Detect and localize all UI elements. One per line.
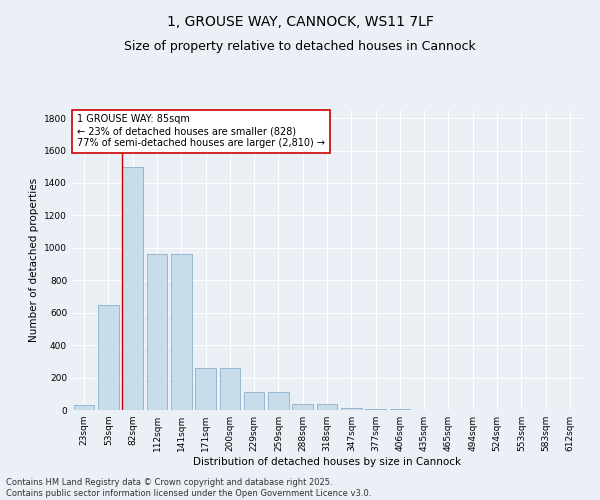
- Text: 1 GROUSE WAY: 85sqm
← 23% of detached houses are smaller (828)
77% of semi-detac: 1 GROUSE WAY: 85sqm ← 23% of detached ho…: [77, 114, 325, 148]
- Bar: [244, 392, 265, 410]
- Bar: [98, 304, 119, 410]
- Bar: [268, 392, 289, 410]
- Bar: [365, 409, 386, 410]
- Text: Contains HM Land Registry data © Crown copyright and database right 2025.
Contai: Contains HM Land Registry data © Crown c…: [6, 478, 371, 498]
- Bar: [195, 368, 216, 410]
- Bar: [317, 404, 337, 410]
- Bar: [74, 405, 94, 410]
- Bar: [122, 167, 143, 410]
- X-axis label: Distribution of detached houses by size in Cannock: Distribution of detached houses by size …: [193, 457, 461, 467]
- Text: 1, GROUSE WAY, CANNOCK, WS11 7LF: 1, GROUSE WAY, CANNOCK, WS11 7LF: [167, 15, 433, 29]
- Bar: [220, 368, 240, 410]
- Bar: [292, 404, 313, 410]
- Y-axis label: Number of detached properties: Number of detached properties: [29, 178, 38, 342]
- Bar: [146, 254, 167, 410]
- Bar: [171, 254, 191, 410]
- Bar: [341, 408, 362, 410]
- Bar: [389, 409, 410, 410]
- Text: Size of property relative to detached houses in Cannock: Size of property relative to detached ho…: [124, 40, 476, 53]
